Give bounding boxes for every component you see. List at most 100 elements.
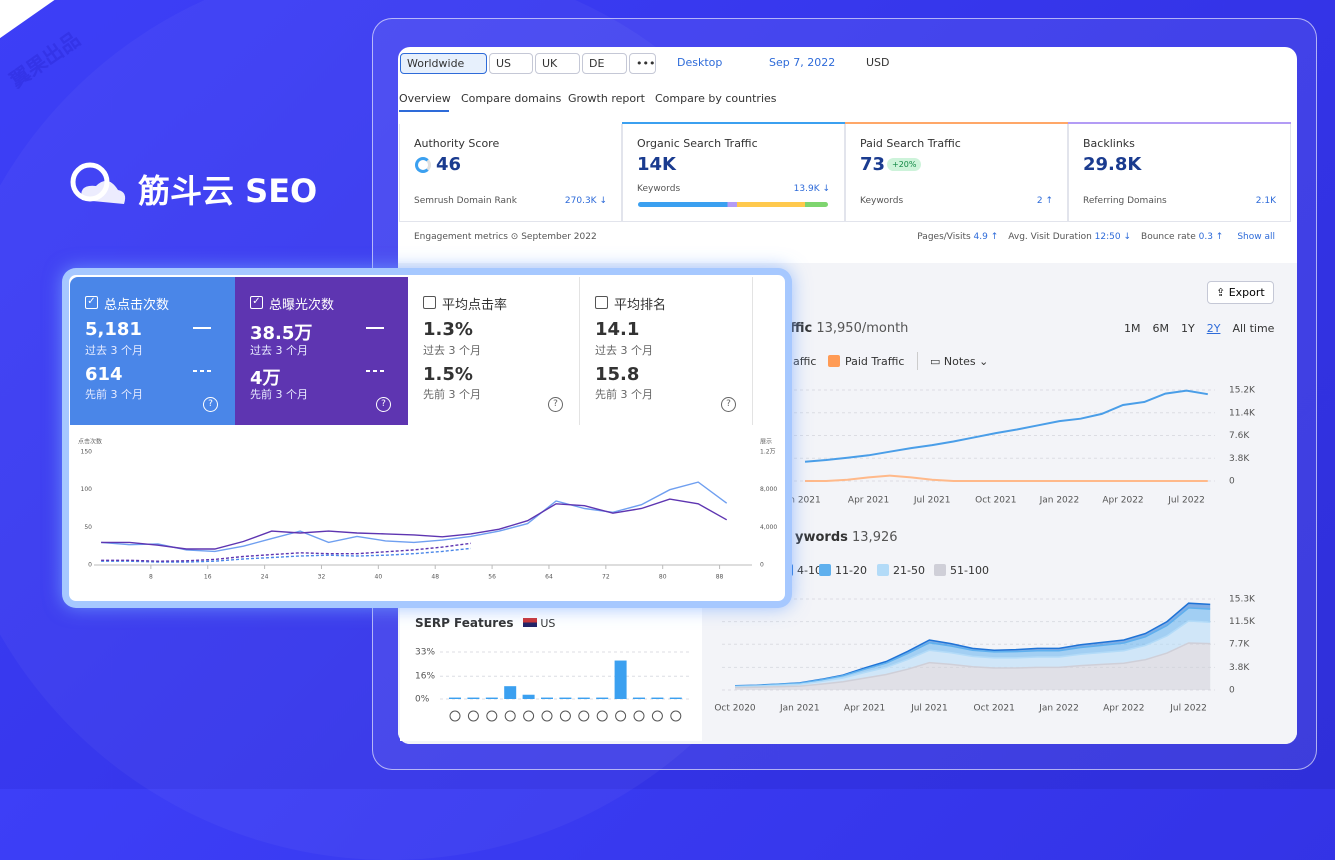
- x-tick-label: Jan 2021: [779, 704, 820, 714]
- period[interactable]: All time: [1232, 322, 1275, 335]
- bar: [633, 697, 645, 699]
- stack-line: [734, 642, 1211, 689]
- region[interactable]: DE: [582, 53, 627, 74]
- tab[interactable]: Overview: [399, 92, 451, 105]
- tile-label: 总曝光次数: [269, 298, 335, 313]
- legend-check[interactable]: [828, 355, 840, 367]
- y-axis-label: 点击次数: [78, 438, 102, 446]
- bar: [485, 697, 498, 699]
- gsc-chart: 点击次数 展示 0 50 100 150 0 4,000 8,000 1.2万 8 16 24 32 40 4…: [78, 438, 777, 581]
- tile-checkbox[interactable]: [595, 296, 608, 309]
- tab-underline: [399, 110, 449, 112]
- card-label: Paid Search Traffic: [860, 137, 961, 150]
- y2-tick-label: 0: [760, 562, 764, 569]
- legend-check[interactable]: [877, 564, 889, 576]
- series-line: [101, 481, 728, 553]
- x-tick-label: Apr 2021: [848, 496, 889, 506]
- card-value: 29.8K: [1083, 154, 1142, 175]
- bar: [614, 660, 627, 699]
- help-icon[interactable]: ?: [721, 397, 736, 412]
- x-tick-label: Jul 2022: [1169, 704, 1207, 714]
- engagement-label: Engagement metrics: [414, 232, 508, 242]
- card-sub-value: 2 ↑: [1036, 196, 1053, 206]
- legend-check[interactable]: [934, 564, 946, 576]
- feature-icon: [541, 710, 553, 722]
- bar: [577, 697, 590, 699]
- y-tick-label: 0: [88, 562, 92, 569]
- x-tick-label: n 2021: [789, 496, 820, 506]
- keywords-title: ywords: [795, 530, 848, 545]
- legend-check[interactable]: [819, 564, 831, 576]
- tile-label: 平均点击率: [442, 298, 508, 313]
- tile-prev-period: 先前 3 个月: [85, 388, 143, 401]
- period[interactable]: 1M: [1124, 322, 1141, 335]
- y-tick-label: 0: [1229, 477, 1235, 487]
- y-tick-label: 50: [84, 524, 92, 531]
- metric-card: [845, 122, 1068, 222]
- period[interactable]: 1Y: [1181, 322, 1195, 335]
- region[interactable]: UK: [535, 53, 580, 74]
- tab[interactable]: Compare by countries: [655, 92, 777, 105]
- bar: [559, 697, 572, 699]
- tab[interactable]: Compare domains: [461, 92, 562, 105]
- tile-period: 过去 3 个月: [423, 344, 481, 357]
- stack-area: [735, 607, 1211, 687]
- show-all[interactable]: Show all: [1237, 232, 1275, 242]
- notes[interactable]: ▭ Notes ⌄: [930, 355, 989, 368]
- bar: [669, 697, 682, 699]
- x-tick-label: Jan 2022: [1038, 704, 1079, 714]
- help-icon[interactable]: ?: [376, 397, 391, 412]
- help-icon[interactable]: ?: [203, 397, 218, 412]
- x-tick-label: Oct 2021: [974, 704, 1015, 714]
- x-tick-label: Oct 2020: [714, 704, 756, 714]
- line-style-solid: [366, 327, 384, 329]
- currency[interactable]: USD: [866, 56, 890, 69]
- x-tick-label: 16: [204, 574, 212, 581]
- tile-checkbox[interactable]: [423, 296, 436, 309]
- tile-value: 38.5万: [250, 323, 313, 344]
- region-more[interactable]: •••: [629, 53, 656, 74]
- tile-checkbox[interactable]: ✓: [85, 296, 98, 309]
- bar: [596, 697, 609, 699]
- tile-prev-value: 614: [85, 364, 123, 385]
- sep: [917, 352, 918, 370]
- y-tick-label: 15.2K: [1229, 386, 1256, 396]
- period[interactable]: 6M: [1152, 322, 1170, 335]
- region[interactable]: US: [489, 53, 533, 74]
- card-sub-value: 13.9K ↓: [793, 184, 830, 194]
- tile-prev-value: 4万: [250, 368, 281, 389]
- tile-period: 过去 3 个月: [595, 344, 653, 357]
- export-button[interactable]: ⇪ Export: [1207, 281, 1274, 304]
- card-value: 73: [860, 154, 886, 175]
- y2-tick-label: 4,000: [760, 524, 777, 531]
- export-label: Export: [1228, 286, 1265, 299]
- x-tick-label: 64: [545, 574, 553, 581]
- serp-region: US: [540, 617, 556, 630]
- engagement: Engagement metrics ⊙ September 2022: [414, 232, 597, 242]
- tile: [408, 277, 580, 425]
- feature-icon: [633, 710, 645, 722]
- notes-label: Notes: [943, 355, 976, 368]
- legend-label: 4-10: [797, 564, 822, 577]
- x-tick-label: 40: [375, 574, 383, 581]
- tab[interactable]: Growth report: [568, 92, 645, 105]
- card-sub: Keywords: [860, 196, 904, 206]
- card-accent: [1068, 122, 1291, 124]
- legend-label: 21-50: [893, 564, 925, 577]
- tile-period: 过去 3 个月: [85, 344, 143, 357]
- series-line: [101, 542, 471, 562]
- date[interactable]: Sep 7, 2022: [769, 56, 836, 69]
- device[interactable]: Desktop: [677, 56, 723, 69]
- x-tick-label: Jul 2021: [910, 704, 948, 714]
- y-tick-label: 0: [1229, 686, 1235, 696]
- help-icon[interactable]: ?: [548, 397, 563, 412]
- x-tick-label: Jan 2022: [1039, 496, 1080, 506]
- region[interactable]: Worldwide: [400, 53, 487, 74]
- page: 翼果出品 筋斗云 SEO Worldwide US UK DE ••• Desk…: [0, 0, 1335, 789]
- engagement-metric: Avg. Visit Duration 12:50 ↓: [1008, 232, 1131, 242]
- tile-prev-period: 先前 3 个月: [595, 388, 653, 401]
- tile-checkbox[interactable]: ✓: [250, 296, 263, 309]
- y-tick-label: 100: [81, 486, 93, 493]
- period[interactable]: 2Y: [1206, 322, 1221, 335]
- x-tick-label: 48: [431, 574, 439, 581]
